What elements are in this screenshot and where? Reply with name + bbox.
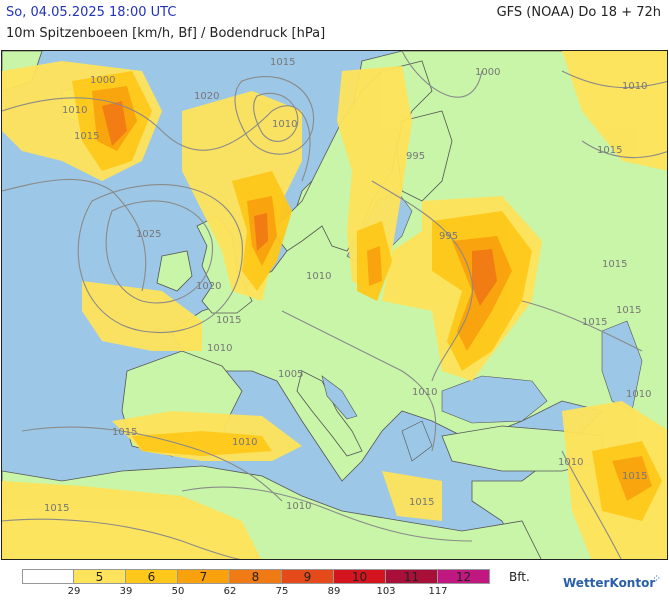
map-canvas: 1000 1010 1015 1020 1015 1010 1000 1010 …: [2, 51, 667, 559]
isobar-label: 1010: [412, 387, 437, 398]
isobar-label: 1015: [582, 317, 607, 328]
isobar-label: 1015: [597, 145, 622, 156]
wind-icon: ⁘: [652, 572, 662, 585]
legend-cell-calm: [22, 569, 74, 584]
legend-tick: 62: [223, 586, 237, 597]
isobar-label: 1025: [136, 229, 161, 240]
legend-tick: 103: [376, 586, 396, 597]
isobar-1010-med: [181, 486, 473, 542]
gust-bft5-aegean: [382, 471, 442, 521]
gust-bft5-biscay: [82, 281, 202, 351]
isobar-label: 1020: [194, 91, 219, 102]
valid-time: So, 04.05.2025 18:00 UTC: [6, 5, 177, 20]
isobar-label: 995: [439, 231, 458, 242]
gust-bft7-baltic: [367, 246, 382, 286]
isobar-label: 1000: [90, 75, 115, 86]
legend-tick: 117: [428, 586, 448, 597]
legend-cell-bft12: 12: [438, 569, 490, 584]
isobar-label: 1010: [232, 437, 257, 448]
isobar-label: 1010: [272, 119, 297, 130]
legend-tick: 39: [119, 586, 133, 597]
isobar-label: 1015: [409, 497, 434, 508]
legend-tick: 89: [327, 586, 341, 597]
gust-bft5-scandinavia: [337, 66, 412, 291]
isobar-1015-africa: [2, 518, 241, 559]
isobar-label: 1010: [62, 105, 87, 116]
isobar-1010-eastmed: [561, 450, 622, 559]
isobar-1015-west: [2, 178, 147, 292]
gust-bft8-northsea: [254, 213, 268, 251]
isobar-label: 1015: [44, 503, 69, 514]
isobar-labels: 1000 1010 1015 1020 1015 1010 1000 1010 …: [44, 57, 651, 514]
legend-unit: Bft.: [509, 570, 530, 584]
isobar-label: 1000: [475, 67, 500, 78]
isobar-1010-center: [281, 310, 437, 452]
isobar-label: 1015: [74, 131, 99, 142]
isobar-label: 1010: [626, 389, 651, 400]
legend-cell-bft11: 11: [386, 569, 438, 584]
isobar-label: 1010: [286, 501, 311, 512]
gust-bft5-ural: [562, 51, 667, 171]
isobar-1005-low: [253, 92, 299, 142]
gust-fields: [2, 51, 667, 559]
isobar-label: 1010: [306, 271, 331, 282]
gust-bft8-icelandlow: [102, 101, 127, 146]
isobar-1010-ural: [561, 70, 667, 89]
gust-legend: 5 6 7 8 9 10 11 12: [22, 569, 490, 584]
gust-bft6-medwest: [132, 431, 272, 456]
model-run: GFS (NOAA) Do 18 + 72h: [496, 5, 661, 20]
legend-cell-bft7: 7: [178, 569, 230, 584]
isobar-label: 1015: [616, 305, 641, 316]
isobar-1020-ring: [77, 184, 243, 333]
isobar-label: 995: [406, 151, 425, 162]
isobar-label: 1015: [602, 259, 627, 270]
isobar-label: 1010: [558, 457, 583, 468]
isobar-label: 1005: [278, 369, 303, 380]
gust-bft7-eastmed: [612, 456, 652, 501]
gust-bft5-africa: [2, 481, 261, 559]
isobar-label: 1015: [216, 315, 241, 326]
isobar-label: 1015: [622, 471, 647, 482]
parameter-title: 10m Spitzenboeen [km/h, Bf] / Bodendruck…: [6, 26, 326, 41]
legend-cell-bft9: 9: [282, 569, 334, 584]
isobar-1025-high: [105, 200, 213, 304]
land-ireland: [156, 250, 193, 292]
isobar-1010-low: [234, 76, 315, 155]
isobar-label: 1010: [622, 81, 647, 92]
isobar-995-russia: [371, 180, 473, 382]
isobar-label: 1015: [270, 57, 295, 68]
legend-cell-bft10: 10: [334, 569, 386, 584]
isobar-label: 1020: [196, 281, 221, 292]
black-sea: [441, 375, 548, 424]
isobar-1010-north: [2, 97, 311, 182]
gust-bft8-russia: [472, 249, 497, 306]
adriatic-sea: [321, 375, 358, 420]
brand-logo[interactable]: WetterKontor: [563, 576, 656, 590]
legend-cell-bft8: 8: [230, 569, 282, 584]
isobar-1015-ural: [581, 140, 667, 159]
isobar-label: 1010: [207, 343, 232, 354]
isobar-1015-med: [21, 426, 283, 502]
weather-map[interactable]: 1000 1010 1015 1020 1015 1010 1000 1010 …: [1, 50, 668, 560]
legend-tick: 29: [67, 586, 81, 597]
isobars: [2, 51, 667, 559]
isobar-label: 1015: [112, 427, 137, 438]
isobar-1000-scand: [401, 51, 483, 98]
aegean-sea: [401, 420, 433, 462]
isobar-1015-east: [521, 300, 643, 352]
legend-cell-bft6: 6: [126, 569, 178, 584]
legend-cell-bft5: 5: [74, 569, 126, 584]
legend-tick: 75: [275, 586, 289, 597]
legend-tick: 50: [171, 586, 185, 597]
